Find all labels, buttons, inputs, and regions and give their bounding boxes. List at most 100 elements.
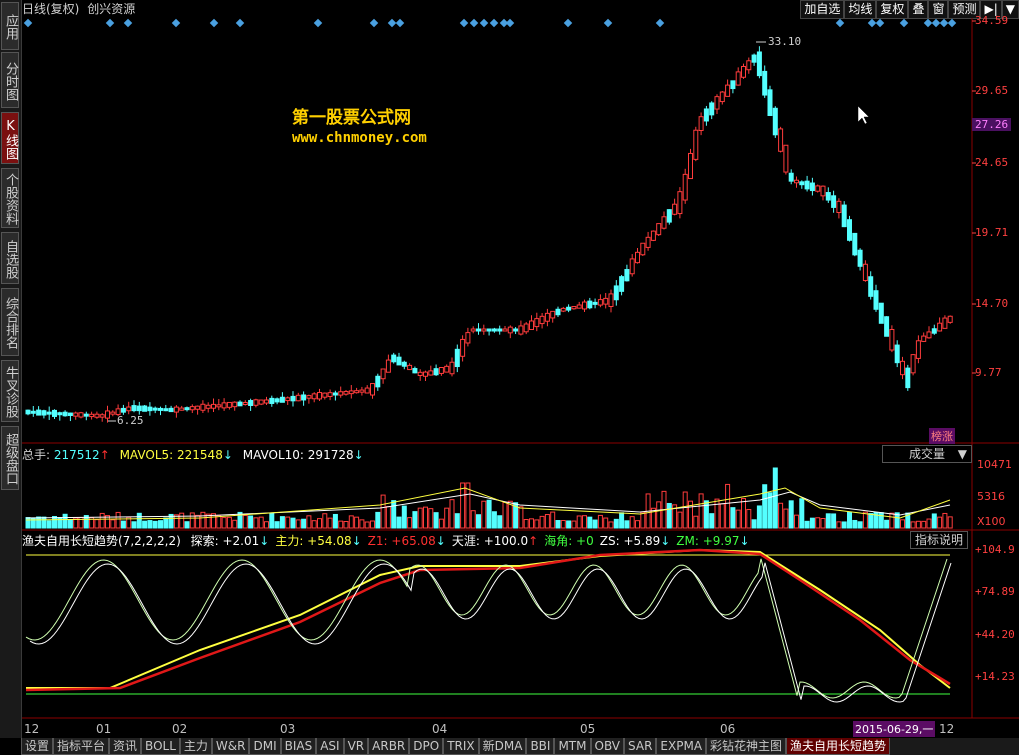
bottom-tab-16[interactable]: OBV xyxy=(590,738,625,755)
bottom-tab-11[interactable]: DPO xyxy=(409,738,444,755)
toolbar-button-0[interactable]: 加自选 xyxy=(800,0,845,19)
bottom-tab-0[interactable]: 设置 xyxy=(21,738,54,755)
rank-badge[interactable]: 榜涨 xyxy=(929,428,955,444)
candle xyxy=(41,410,47,416)
bottom-tab-15[interactable]: MTM xyxy=(554,738,591,755)
bottom-tab-9[interactable]: VR xyxy=(343,738,369,755)
volume-bar xyxy=(592,519,598,529)
toolbar-button-5[interactable]: 预测 xyxy=(948,0,981,19)
volume-bar xyxy=(613,518,619,529)
price-tick-label: 34.59 xyxy=(975,14,1009,27)
candle xyxy=(232,401,238,408)
volume-bar xyxy=(937,516,943,529)
candle xyxy=(370,383,375,396)
bottom-tab-20[interactable]: 渔夫自用长短趋势 xyxy=(786,738,891,755)
toolbar-button-3[interactable]: 叠 xyxy=(908,0,929,19)
candle xyxy=(894,344,900,364)
candle xyxy=(597,299,603,306)
left-tab-5[interactable]: 综合排名 xyxy=(1,288,19,356)
bottom-tab-2[interactable]: 资讯 xyxy=(109,738,142,755)
volume-bar xyxy=(608,521,614,529)
candle xyxy=(555,308,561,316)
left-tab-7[interactable]: 超级盘口 xyxy=(1,426,19,490)
candle xyxy=(195,405,201,410)
candle xyxy=(438,367,444,374)
candle xyxy=(449,361,455,375)
candle xyxy=(666,209,672,223)
candle xyxy=(142,405,148,412)
bottom-tab-3[interactable]: BOLL xyxy=(141,738,180,755)
bottom-tab-4[interactable]: 主力 xyxy=(179,738,212,755)
candle xyxy=(820,185,826,197)
candle xyxy=(778,128,784,152)
volume-bar xyxy=(195,514,201,529)
volume-bar xyxy=(269,512,275,529)
volume-bar xyxy=(529,518,534,529)
left-tab-0[interactable]: 应用 xyxy=(1,2,19,50)
volume-bar xyxy=(714,498,720,529)
candle xyxy=(624,269,630,282)
candle xyxy=(603,297,609,305)
candle xyxy=(407,364,413,371)
indicator-name[interactable]: 渔夫自用长短趋势(7,2,2,2,2) xyxy=(22,534,181,548)
toolbar-button-7[interactable]: ▼ xyxy=(1001,0,1019,19)
bottom-tab-18[interactable]: EXPMA xyxy=(656,738,707,755)
volume-bars xyxy=(25,467,953,529)
volume-bar xyxy=(46,520,52,529)
volume-bar xyxy=(253,517,259,529)
candle xyxy=(237,401,243,407)
bottom-tab-12[interactable]: TRIX xyxy=(443,738,479,755)
candle xyxy=(900,360,905,376)
bottom-tab-19[interactable]: 彩钻花神主图 xyxy=(706,738,787,755)
candle xyxy=(359,389,365,393)
volume-bar xyxy=(168,513,174,529)
left-tab-6[interactable]: 牛叉诊股 xyxy=(1,360,19,422)
volume-bar xyxy=(163,517,169,529)
toolbar-button-4[interactable]: 窗 xyxy=(928,0,949,19)
candle xyxy=(258,399,264,405)
left-tab-1[interactable]: 分时图 xyxy=(1,52,19,108)
volume-bar xyxy=(513,502,519,529)
volume-bar xyxy=(576,515,582,529)
candle xyxy=(491,328,497,332)
left-tab-2[interactable]: K线图 xyxy=(1,112,19,164)
indicator-help-button[interactable]: 指标说明 xyxy=(910,531,969,549)
left-tab-4[interactable]: 自选股 xyxy=(1,232,19,284)
candle xyxy=(539,315,545,325)
volume-bar xyxy=(555,520,561,529)
candle xyxy=(889,328,895,351)
volume-bar xyxy=(242,514,248,529)
volume-bar xyxy=(767,492,773,529)
toolbar-button-2[interactable]: 复权 xyxy=(876,0,909,19)
bottom-tab-7[interactable]: BIAS xyxy=(280,738,317,755)
bottom-tab-5[interactable]: W&R xyxy=(211,738,250,755)
volume-bar xyxy=(831,513,837,529)
indicator-tick-label: +44.20 xyxy=(975,628,1015,641)
volume-bar xyxy=(868,513,874,529)
volume-bar xyxy=(497,515,503,529)
candle xyxy=(529,320,534,331)
volume-bar xyxy=(359,519,365,529)
volume-bar xyxy=(926,518,932,529)
bottom-tab-8[interactable]: ASI xyxy=(316,738,344,755)
candle xyxy=(301,394,307,401)
candle xyxy=(804,180,810,190)
toolbar-button-6[interactable]: ▶| xyxy=(980,0,1002,19)
period-label[interactable]: 日线(复权) xyxy=(22,2,80,16)
volume-bar xyxy=(481,500,487,529)
bottom-tab-1[interactable]: 指标平台 xyxy=(53,738,110,755)
toolbar-button-1[interactable]: 均线 xyxy=(844,0,877,19)
candle xyxy=(502,328,508,332)
left-tab-3[interactable]: 个股资料 xyxy=(1,168,19,228)
bottom-tab-10[interactable]: ARBR xyxy=(368,738,410,755)
candle xyxy=(815,185,821,192)
bottom-tab-17[interactable]: SAR xyxy=(624,738,657,755)
bottom-tab-13[interactable]: 新DMA xyxy=(478,738,527,755)
volume-bar xyxy=(417,507,423,529)
signal-diamond xyxy=(603,18,613,28)
candle xyxy=(30,410,36,414)
bottom-tab-6[interactable]: DMI xyxy=(249,738,281,755)
volume-indicator-dropdown[interactable]: 成交量 ▼ xyxy=(882,445,972,463)
bottom-tab-14[interactable]: BBI xyxy=(526,738,555,755)
